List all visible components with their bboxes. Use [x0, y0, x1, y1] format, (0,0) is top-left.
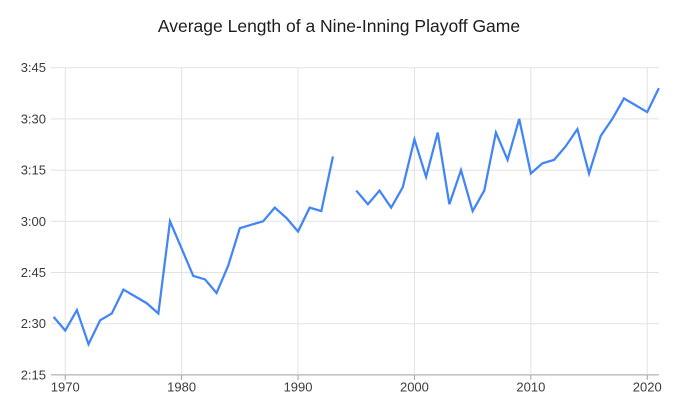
y-tick-label: 3:30	[21, 111, 46, 126]
x-tick-label: 1970	[51, 380, 80, 395]
y-tick-label: 2:30	[21, 316, 46, 331]
y-tick-label: 3:00	[21, 214, 46, 229]
y-tick-label: 2:15	[21, 367, 46, 382]
game-length-line	[52, 156, 335, 348]
game-length-line	[355, 87, 660, 214]
x-tick-label: 2000	[400, 380, 429, 395]
x-tick-label: 1980	[167, 380, 196, 395]
y-tick-label: 3:15	[21, 163, 46, 178]
x-tick-label: 1990	[284, 380, 313, 395]
chart-title: Average Length of a Nine-Inning Playoff …	[157, 16, 521, 36]
x-tick-label: 2010	[516, 380, 545, 395]
y-tick-label: 2:45	[21, 265, 46, 280]
y-tick-label: 3:45	[21, 60, 46, 75]
x-tick-label: 2020	[633, 380, 662, 395]
